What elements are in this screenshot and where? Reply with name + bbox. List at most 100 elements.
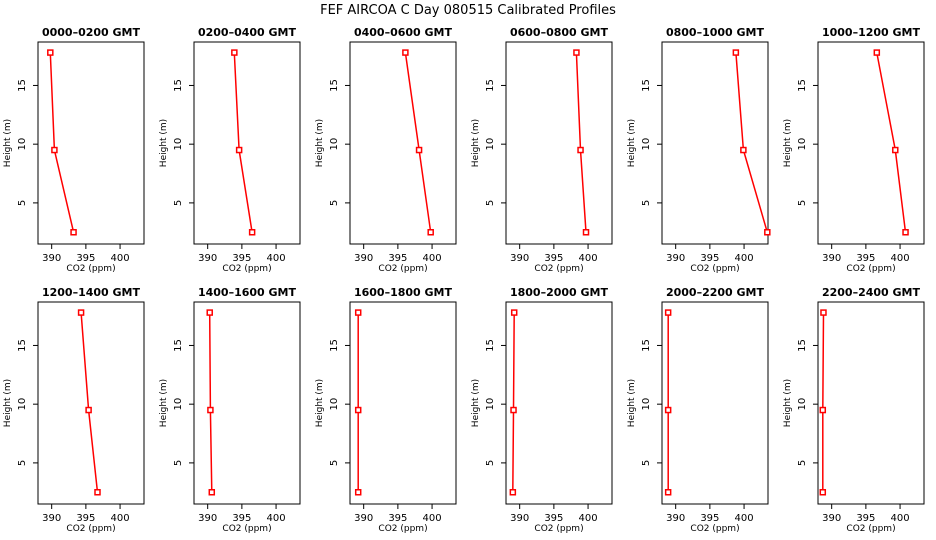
y-tick-label: 5 [329, 200, 340, 206]
x-axis-label: CO2 (ppm) [846, 264, 895, 274]
data-point [664, 309, 672, 316]
x-axis-label: CO2 (ppm) [534, 524, 583, 534]
figure-title: FEF AIRCOA C Day 080515 Calibrated Profi… [320, 3, 616, 18]
x-tick-label: 395 [232, 513, 251, 524]
data-point [740, 146, 747, 154]
plot-frame [817, 41, 925, 245]
y-tick-label: 15 [641, 339, 652, 352]
data-point [582, 229, 590, 236]
panel-title: 0200–0400 GMT [198, 26, 297, 39]
profile-panel: 0600–0800 GMT 390 395 400 5 10 15 CO2 (ppm) Heig… [471, 26, 613, 274]
y-axis-label: Height (m) [159, 119, 169, 167]
y-tick-label: 15 [173, 339, 184, 352]
data-point [819, 406, 827, 414]
y-axis-label: Height (m) [471, 119, 481, 167]
y-tick-label: 15 [329, 339, 340, 352]
data-point [892, 146, 899, 154]
x-tick-label: 395 [700, 513, 719, 524]
y-axis-label: Height (m) [159, 379, 169, 427]
x-tick-label: 390 [822, 513, 841, 524]
profile-panel: 1600–1800 GMT 390 395 400 5 10 15 CO2 (ppm) Heig… [315, 286, 457, 534]
data-point [235, 146, 243, 154]
profile-line [876, 52, 907, 233]
data-point [819, 489, 827, 496]
y-axis-label: Height (m) [783, 379, 793, 427]
y-tick-label: 5 [173, 200, 184, 206]
panel-title: 1600–1800 GMT [354, 286, 453, 299]
y-tick-label: 10 [17, 138, 28, 151]
profile-line [404, 52, 432, 233]
x-axis-label: CO2 (ppm) [378, 524, 427, 534]
plot-frame [817, 301, 925, 505]
x-tick-label: 395 [232, 253, 251, 264]
panel-title: 1000–1200 GMT [822, 26, 921, 39]
data-point [208, 489, 216, 496]
x-tick-label: 400 [891, 513, 910, 524]
y-tick-label: 15 [485, 79, 496, 92]
plot-frame [349, 301, 457, 505]
y-axis-label: Height (m) [3, 379, 13, 427]
x-tick-label: 390 [42, 513, 61, 524]
y-tick-label: 5 [329, 460, 340, 466]
y-tick-label: 15 [641, 79, 652, 92]
plot-frame [37, 41, 145, 245]
panel-grid: 0000–0200 GMT 390 395 400 5 10 15 CO2 (ppm) Heig… [3, 26, 925, 534]
data-point [873, 49, 881, 56]
profile-panel: 2000–2200 GMT 390 395 400 5 10 15 CO2 (ppm) Heig… [627, 286, 769, 534]
x-axis-label: CO2 (ppm) [534, 264, 583, 274]
profile-line [512, 312, 515, 493]
data-point [354, 309, 362, 316]
x-tick-label: 395 [388, 513, 407, 524]
data-point [402, 49, 409, 56]
profile-line [735, 52, 769, 233]
data-point [510, 309, 518, 316]
y-tick-label: 10 [797, 398, 808, 411]
x-tick-label: 390 [354, 513, 373, 524]
x-tick-label: 390 [666, 253, 685, 264]
y-tick-label: 15 [485, 339, 496, 352]
data-point [231, 49, 238, 56]
y-axis-label: Height (m) [471, 379, 481, 427]
data-point [51, 146, 58, 154]
y-tick-label: 15 [329, 79, 340, 92]
y-axis-label: Height (m) [627, 119, 637, 167]
data-point [94, 489, 101, 496]
x-tick-label: 390 [666, 513, 685, 524]
x-tick-label: 400 [267, 253, 286, 264]
panel-title: 1200–1400 GMT [42, 286, 141, 299]
data-point [664, 406, 672, 414]
x-axis-label: CO2 (ppm) [66, 264, 115, 274]
x-tick-label: 390 [42, 253, 61, 264]
x-tick-label: 400 [735, 513, 754, 524]
data-point [85, 406, 92, 414]
y-tick-label: 15 [17, 339, 28, 352]
data-point [415, 146, 423, 154]
x-tick-label: 400 [267, 513, 286, 524]
x-tick-label: 400 [579, 253, 598, 264]
x-tick-label: 400 [891, 253, 910, 264]
x-tick-label: 395 [76, 513, 95, 524]
profile-line [233, 52, 253, 233]
panel-title: 0400–0600 GMT [354, 26, 453, 39]
profile-panel: 1400–1600 GMT 390 395 400 5 10 15 CO2 (ppm) Heig… [159, 286, 301, 534]
x-axis-label: CO2 (ppm) [378, 264, 427, 274]
data-point [573, 49, 580, 56]
plot-frame [505, 41, 613, 245]
x-tick-label: 400 [111, 513, 130, 524]
x-tick-label: 390 [822, 253, 841, 264]
x-tick-label: 395 [856, 253, 875, 264]
y-tick-label: 15 [797, 79, 808, 92]
profile-line [575, 52, 587, 233]
data-point [902, 229, 909, 236]
plot-frame [193, 301, 301, 505]
x-tick-label: 395 [544, 253, 563, 264]
profile-panel: 0000–0200 GMT 390 395 400 5 10 15 CO2 (ppm) Heig… [3, 26, 145, 274]
y-tick-label: 5 [173, 460, 184, 466]
y-tick-label: 10 [641, 138, 652, 151]
data-point [732, 49, 740, 56]
x-axis-label: CO2 (ppm) [690, 524, 739, 534]
data-point [664, 489, 672, 496]
x-tick-label: 390 [198, 253, 217, 264]
y-tick-label: 10 [173, 398, 184, 411]
